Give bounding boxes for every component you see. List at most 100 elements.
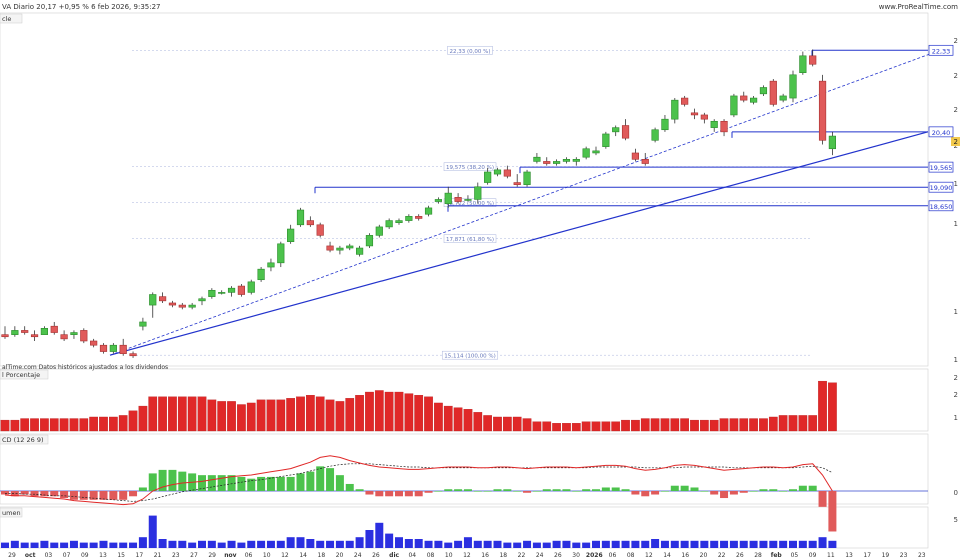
percent-bar[interactable] [660, 418, 670, 432]
percent-bar[interactable] [759, 418, 768, 432]
percent-bar[interactable] [345, 398, 355, 432]
candle-body[interactable] [257, 268, 265, 281]
dashed-trendline[interactable] [109, 49, 941, 356]
volume-bar[interactable] [641, 540, 650, 548]
percent-bar[interactable] [384, 391, 394, 432]
volume-bar[interactable] [50, 542, 59, 548]
candle-body[interactable] [484, 171, 492, 183]
percent-bar[interactable] [719, 418, 729, 432]
volume-bar[interactable] [345, 540, 354, 548]
macd-panel[interactable] [0, 433, 929, 505]
candle-body[interactable] [809, 55, 817, 65]
candle-body[interactable] [168, 302, 177, 306]
percent-bar[interactable] [89, 416, 98, 432]
volume-bar[interactable] [286, 537, 295, 548]
volume-bar[interactable] [69, 540, 78, 548]
candle-body[interactable] [227, 287, 236, 293]
candle-body[interactable] [503, 169, 511, 177]
volume-bar[interactable] [375, 522, 384, 548]
candle-body[interactable] [50, 325, 58, 333]
candle-body[interactable] [533, 156, 541, 162]
candle-body[interactable] [355, 247, 364, 255]
percent-bar[interactable] [266, 399, 276, 432]
candle-body[interactable] [336, 247, 344, 251]
percent-bar[interactable] [49, 418, 59, 432]
percent-bar[interactable] [237, 404, 246, 432]
percent-bar[interactable] [680, 418, 690, 432]
volume-bar[interactable] [680, 540, 689, 548]
percent-bar[interactable] [217, 401, 227, 432]
volume-bar[interactable] [266, 540, 275, 548]
volume-bar[interactable] [424, 540, 433, 548]
candle-body[interactable] [149, 294, 157, 306]
percent-bar[interactable] [453, 407, 463, 432]
volume-bar[interactable] [276, 540, 285, 548]
volume-bar[interactable] [611, 540, 620, 548]
percent-bar[interactable] [532, 421, 542, 432]
volume-bar[interactable] [10, 540, 19, 548]
candle-body[interactable] [296, 209, 305, 226]
volume-bar[interactable] [188, 542, 197, 548]
percent-bar[interactable] [611, 421, 621, 432]
candle-body[interactable] [513, 182, 521, 185]
percent-bar[interactable] [335, 401, 345, 432]
volume-bar[interactable] [710, 540, 719, 548]
percent-bar[interactable] [798, 415, 808, 432]
candle-body[interactable] [671, 99, 679, 120]
volume-bar[interactable] [326, 540, 335, 548]
percent-bar[interactable] [493, 416, 502, 432]
volume-bar[interactable] [237, 542, 246, 548]
candle-body[interactable] [661, 118, 669, 131]
candle-body[interactable] [1, 334, 9, 338]
percent-bar[interactable] [315, 396, 325, 432]
volume-bar[interactable] [473, 540, 482, 548]
volume-bar[interactable] [227, 540, 236, 548]
volume-bar[interactable] [217, 542, 226, 548]
candle-body[interactable] [493, 169, 502, 175]
percent-bar[interactable] [512, 416, 522, 432]
percent-bar[interactable] [20, 418, 30, 432]
candle-body[interactable] [444, 192, 452, 204]
volume-bar[interactable] [385, 533, 394, 548]
candle-body[interactable] [562, 159, 571, 162]
volume-bar[interactable] [720, 540, 729, 548]
candle-body[interactable] [346, 245, 354, 249]
candle-body[interactable] [424, 207, 433, 215]
candle-body[interactable] [247, 281, 255, 293]
volume-bar[interactable] [1, 542, 9, 548]
volume-bar[interactable] [818, 537, 827, 548]
candle-body[interactable] [365, 235, 374, 247]
percent-bar[interactable] [187, 396, 197, 432]
percent-bar[interactable] [739, 418, 749, 432]
candle-body[interactable] [720, 120, 728, 133]
percent-bar[interactable] [138, 405, 148, 432]
volume-bar[interactable] [20, 542, 29, 548]
percent-bar[interactable] [296, 396, 305, 432]
volume-bar[interactable] [148, 515, 157, 548]
percent-bar[interactable] [227, 401, 236, 432]
percent-bar[interactable] [325, 399, 335, 432]
candle-body[interactable] [818, 80, 827, 141]
percent-bar[interactable] [729, 418, 739, 432]
volume-bar[interactable] [109, 542, 118, 548]
candle-body[interactable] [80, 330, 88, 342]
candle-body[interactable] [109, 344, 117, 352]
percent-bar[interactable] [818, 380, 827, 432]
volume-bar[interactable] [198, 540, 206, 548]
volume-bar[interactable] [365, 530, 374, 548]
candle-body[interactable] [592, 150, 600, 154]
percent-bar[interactable] [502, 416, 512, 432]
volume-bar[interactable] [828, 540, 837, 548]
volume-bar[interactable] [808, 540, 817, 548]
percent-bar[interactable] [463, 409, 473, 432]
volume-bar[interactable] [207, 540, 216, 548]
candle-body[interactable] [139, 321, 147, 327]
candle-body[interactable] [582, 148, 590, 158]
volume-bar[interactable] [404, 539, 413, 548]
candle-body[interactable] [178, 304, 186, 308]
volume-bar[interactable] [306, 539, 315, 548]
candle-body[interactable] [700, 114, 708, 120]
percent-bar[interactable] [305, 394, 315, 432]
volume-bar[interactable] [749, 540, 758, 548]
volume-bar[interactable] [690, 540, 699, 548]
